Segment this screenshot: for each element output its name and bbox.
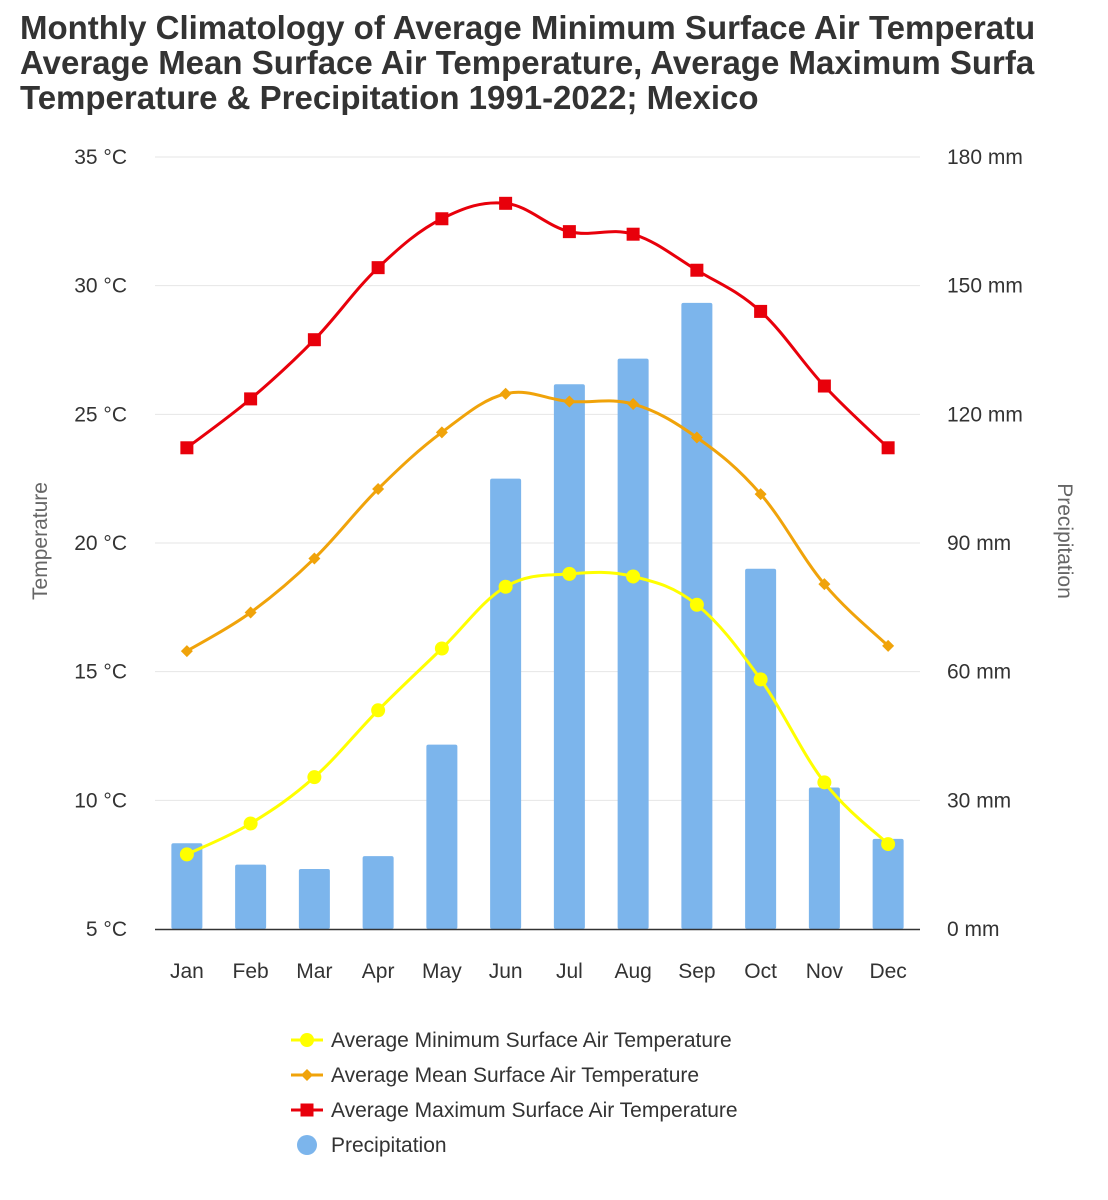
left-tick-label: 10 °C [74,789,127,812]
min-temp-point [817,775,832,790]
legend-swatch-marker [297,1135,317,1155]
max-temp-point [435,212,449,226]
x-tick-label: Jul [556,960,583,983]
mean-temp-point [372,482,385,495]
min-temp-point [626,569,641,584]
mean-temp-point [882,639,895,652]
max-temp-point [244,392,258,406]
right-tick-label: 120 mm [947,403,1023,426]
precipitation-bar [745,568,777,929]
min-temp-point [562,566,577,581]
mean-temp-point [690,431,703,444]
right-tick-label: 30 mm [947,789,1011,812]
mean-temp-point [563,395,576,408]
min-temp-point [243,816,258,831]
left-tick-label: 35 °C [74,146,127,169]
right-tick-label: 90 mm [947,532,1011,555]
axes: 5 °C 10 °C 15 °C 20 °C 25 °C 30 °C 35 °C 0 mm 30… [29,146,1076,983]
min-temp-point [179,847,194,862]
min-temp-line [186,570,890,856]
x-tick-label: Mar [296,960,332,983]
max-temp-point [626,227,640,241]
mean-temp-point [627,398,640,411]
left-axis-title: Temperature [29,482,52,600]
max-temp-line [185,201,890,449]
x-tick-label: Feb [233,960,269,983]
x-tick-label: Nov [806,960,844,983]
left-tick-label: 30 °C [74,275,127,298]
mean-temp-point [754,488,767,501]
x-tick-label: May [422,960,462,983]
left-tick-label: 5 °C [86,918,127,941]
max-temp-point [499,196,513,210]
x-tick-label: Apr [362,960,395,983]
mean-temp-point [180,645,193,658]
grid-lines [155,156,920,801]
min-temp-point [498,579,513,594]
precipitation-bar [808,787,840,929]
x-tick-label: Sep [678,960,715,983]
max-temp-point [307,333,321,347]
right-axis-title: Precipitation [1053,483,1076,599]
max-temp-point [180,441,194,455]
precipitation-bar [362,856,394,929]
chart-title: Monthly Climatology of Average Minimum S… [20,10,1108,115]
precipitation-bar [490,478,522,929]
legend-label: Precipitation [331,1134,447,1157]
mean-temp-point [308,552,321,565]
legend-swatch-marker [301,1069,313,1081]
x-tick-label: Oct [744,960,777,983]
mean-temp-point [244,606,257,619]
min-temp-point [371,703,386,718]
max-temp-point [817,379,831,393]
chart-title-line-3: Temperature & Precipitation 1991-2022; M… [20,79,759,115]
precipitation-bar [617,358,649,930]
mean-temp-point [499,387,512,400]
max-temp-point [562,225,576,239]
left-tick-label: 15 °C [74,661,127,684]
mean-temp-line [186,390,890,653]
left-tick-label: 20 °C [74,532,127,555]
legend-label: Average Maximum Surface Air Temperature [331,1099,738,1122]
precipitation-bar [426,744,458,929]
precipitation-bar [171,843,203,929]
x-tick-label: Aug [614,960,651,983]
min-temp-point [307,770,322,785]
right-tick-label: 180 mm [947,146,1023,169]
max-temp-point [754,304,768,318]
legend-label: Average Mean Surface Air Temperature [331,1064,699,1087]
min-temp-point [881,837,896,852]
min-temp-point [434,641,449,656]
chart-title-line-1: Monthly Climatology of Average Minimum S… [20,10,1036,46]
precipitation-bar [553,384,585,929]
max-temp-point [690,263,704,277]
chart-title-line-2: Average Mean Surface Air Temperature, Av… [20,44,1035,81]
mean-temp-point [435,426,448,439]
precipitation-bar [298,868,330,929]
max-temp-point [881,441,895,455]
min-temp-point [689,597,704,612]
left-tick-label: 25 °C [74,403,127,426]
right-tick-label: 60 mm [947,661,1011,684]
legend-swatch-marker [300,1033,314,1047]
precipitation-bar [681,302,713,929]
legend-label: Average Minimum Surface Air Temperature [331,1029,732,1052]
max-temp-point [371,261,385,275]
right-tick-label: 150 mm [947,275,1023,298]
legend-swatch-marker [300,1103,314,1117]
x-tick-label: Jun [489,960,523,983]
right-tick-label: 0 mm [947,918,1000,941]
precipitation-bars [171,302,904,930]
x-tick-label: Dec [869,960,906,983]
precipitation-bar [235,864,267,929]
precipitation-bar [872,838,904,929]
temperature-lines [179,196,896,862]
x-tick-label: Jan [170,960,204,983]
legend: Average Minimum Surface Air Temperature A… [291,1029,738,1157]
mean-temp-point [818,578,831,591]
min-temp-point [753,672,768,687]
